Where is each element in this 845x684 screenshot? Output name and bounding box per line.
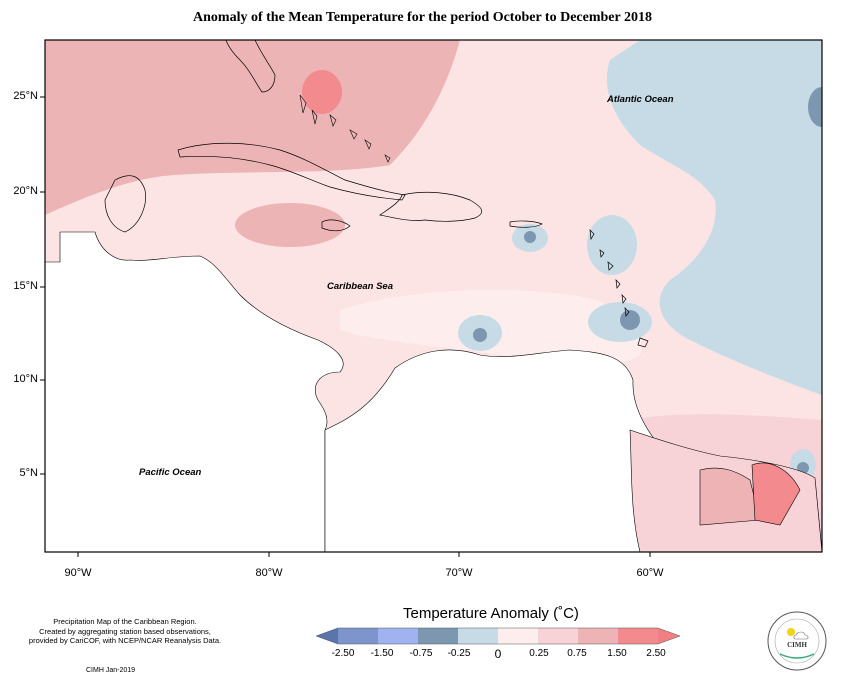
map-title: Anomaly of the Mean Temperature for the … <box>193 10 652 25</box>
credit-text: CIMH Jan-2019 <box>86 667 136 674</box>
legend-tick: -2.50 <box>331 648 355 659</box>
sun-icon <box>787 628 795 636</box>
land-florida <box>225 40 276 93</box>
land-puerto-rico <box>509 220 543 228</box>
cool-spot-windwards <box>588 302 652 342</box>
warm-spot-bahamas <box>302 70 342 114</box>
lat-label-5: 5°N <box>19 467 38 479</box>
lon-label-80: 80°W <box>255 567 283 579</box>
label-pacific-ocean: Pacific Ocean <box>139 467 202 478</box>
footnote-line-2: Created by aggregating station based obs… <box>39 626 211 636</box>
anomaly-field <box>45 40 822 552</box>
legend-tick: 0.25 <box>529 648 549 659</box>
lat-label-10: 10°N <box>13 373 38 385</box>
cool-zone-atlantic <box>606 40 822 395</box>
warm-zone-northwest <box>45 40 460 215</box>
cool-spot-leewards <box>587 215 637 275</box>
legend-title: Temperature Anomaly (˚C) <box>403 605 579 622</box>
legend-tick: -0.25 <box>447 648 471 659</box>
label-caribbean-sea: Caribbean Sea <box>327 281 393 292</box>
cool-spot-east-edge <box>808 87 822 127</box>
legend-tick: 1.50 <box>607 648 627 659</box>
logo-text: CIMH <box>787 641 807 649</box>
cloud-icon <box>793 631 809 640</box>
land-bahamas <box>299 94 391 163</box>
land-cuba <box>177 142 406 201</box>
axis-ticks <box>40 96 651 557</box>
map-frame <box>44 39 823 553</box>
label-atlantic-ocean: Atlantic Ocean <box>607 94 674 105</box>
legend-tick: 2.50 <box>646 648 666 659</box>
lat-label-20: 20°N <box>13 185 38 197</box>
land-central-america <box>45 231 344 552</box>
land-hispaniola <box>379 191 483 222</box>
lon-label-90: 90°W <box>64 567 92 579</box>
warm-spot-gulf-honduras <box>235 203 345 247</box>
legend-arrow-low <box>316 628 338 644</box>
legend-tick: 0.75 <box>567 648 587 659</box>
legend-tick: -1.50 <box>370 648 394 659</box>
lat-label-25: 25°N <box>13 90 38 102</box>
lon-label-70: 70°W <box>445 567 473 579</box>
footnote-line-3: provided by CariCOF, with NCEP/NCAR Rean… <box>28 636 222 645</box>
legend-tick: 0 <box>494 647 502 661</box>
land-yucatan <box>104 175 146 233</box>
land-lesser-antilles <box>589 229 649 348</box>
lon-label-60: 60°W <box>636 567 664 579</box>
legend-colorbar <box>315 627 681 645</box>
footnote-line-1: Precipitation Map of the Caribbean Regio… <box>53 617 197 626</box>
footnote: Precipitation Map of the Caribbean Regio… <box>10 617 240 646</box>
land-jamaica <box>321 219 351 232</box>
lat-label-15: 15°N <box>13 280 38 292</box>
legend-arrow-high <box>658 628 680 644</box>
cimh-logo: CIMH <box>767 611 827 671</box>
legend-tick: -0.75 <box>409 648 433 659</box>
